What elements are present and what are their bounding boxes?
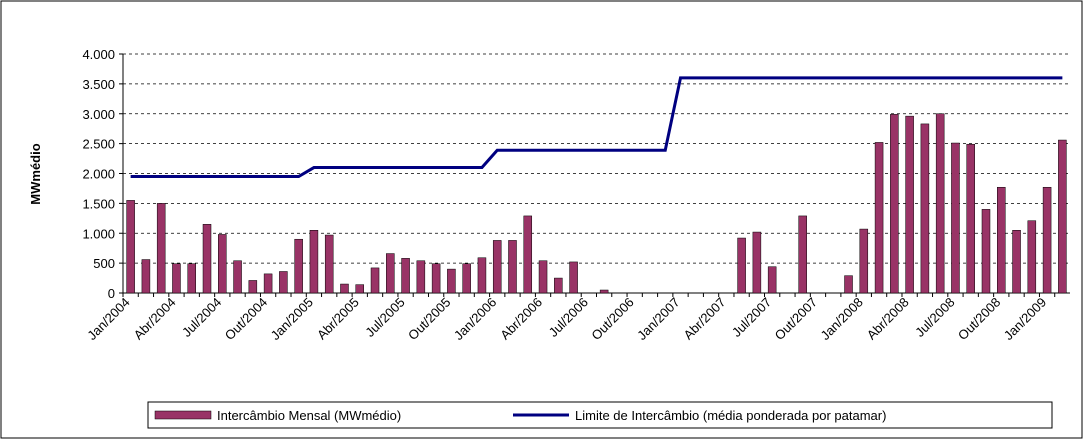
- bar: [218, 234, 227, 294]
- bar: [355, 284, 364, 294]
- bar: [1042, 186, 1052, 294]
- bar: [981, 209, 991, 294]
- bar: [248, 280, 258, 294]
- bar: [233, 260, 242, 294]
- bar: [844, 275, 853, 294]
- bar: [1012, 230, 1021, 294]
- bar: [523, 215, 533, 294]
- bar: [752, 231, 762, 294]
- bar: [172, 263, 181, 294]
- y-tick-label: 2.000: [82, 167, 115, 182]
- y-tick-label: 3.000: [82, 107, 115, 122]
- legend-label: Limite de Intercâmbio (média ponderada p…: [575, 408, 886, 423]
- bar: [951, 142, 960, 294]
- bar: [141, 259, 151, 294]
- legend-label: Intercâmbio Mensal (MWmédio): [217, 408, 401, 423]
- bar: [370, 267, 380, 294]
- bar: [401, 258, 410, 294]
- bar: [416, 260, 426, 294]
- bar: [340, 283, 349, 294]
- bar: [126, 200, 135, 294]
- limit-line: [130, 76, 1063, 178]
- legend-box: [147, 401, 1053, 429]
- bar: [966, 143, 975, 294]
- y-tick-label: 1.500: [82, 196, 115, 211]
- bar: [508, 240, 517, 294]
- legend-swatch: [154, 410, 212, 420]
- y-axis-title: MWmédio: [28, 143, 43, 204]
- bar: [1058, 139, 1067, 294]
- bar: [905, 115, 914, 294]
- bar: [462, 263, 471, 294]
- bar: [920, 123, 930, 294]
- bar: [890, 114, 899, 294]
- bar: [263, 273, 273, 294]
- bar: [279, 271, 288, 294]
- bar: [569, 261, 578, 294]
- bar: [447, 268, 456, 294]
- y-tick-label: 0: [108, 286, 115, 301]
- bar: [492, 240, 502, 294]
- bar: [324, 234, 334, 294]
- bar: [156, 203, 166, 294]
- bar: [874, 142, 884, 294]
- y-tick-label: 4.000: [82, 47, 115, 62]
- bar: [599, 289, 609, 294]
- bar: [431, 263, 441, 294]
- bar: [554, 277, 563, 294]
- y-tick-label: 2.500: [82, 137, 115, 152]
- bar: [477, 257, 487, 294]
- bar: [538, 260, 548, 294]
- bar: [737, 237, 746, 294]
- bar: [859, 228, 869, 294]
- bar: [386, 253, 395, 294]
- bar: [997, 186, 1006, 294]
- bar: [1027, 220, 1037, 294]
- bar: [935, 113, 945, 294]
- y-tick-label: 1.000: [82, 226, 115, 241]
- bar: [767, 266, 777, 294]
- bar: [294, 238, 303, 294]
- bar: [309, 230, 319, 294]
- bar: [202, 224, 212, 294]
- y-tick-label: 500: [93, 256, 115, 271]
- y-tick-label: 3.500: [82, 77, 115, 92]
- bar: [187, 263, 196, 294]
- bar: [798, 215, 807, 294]
